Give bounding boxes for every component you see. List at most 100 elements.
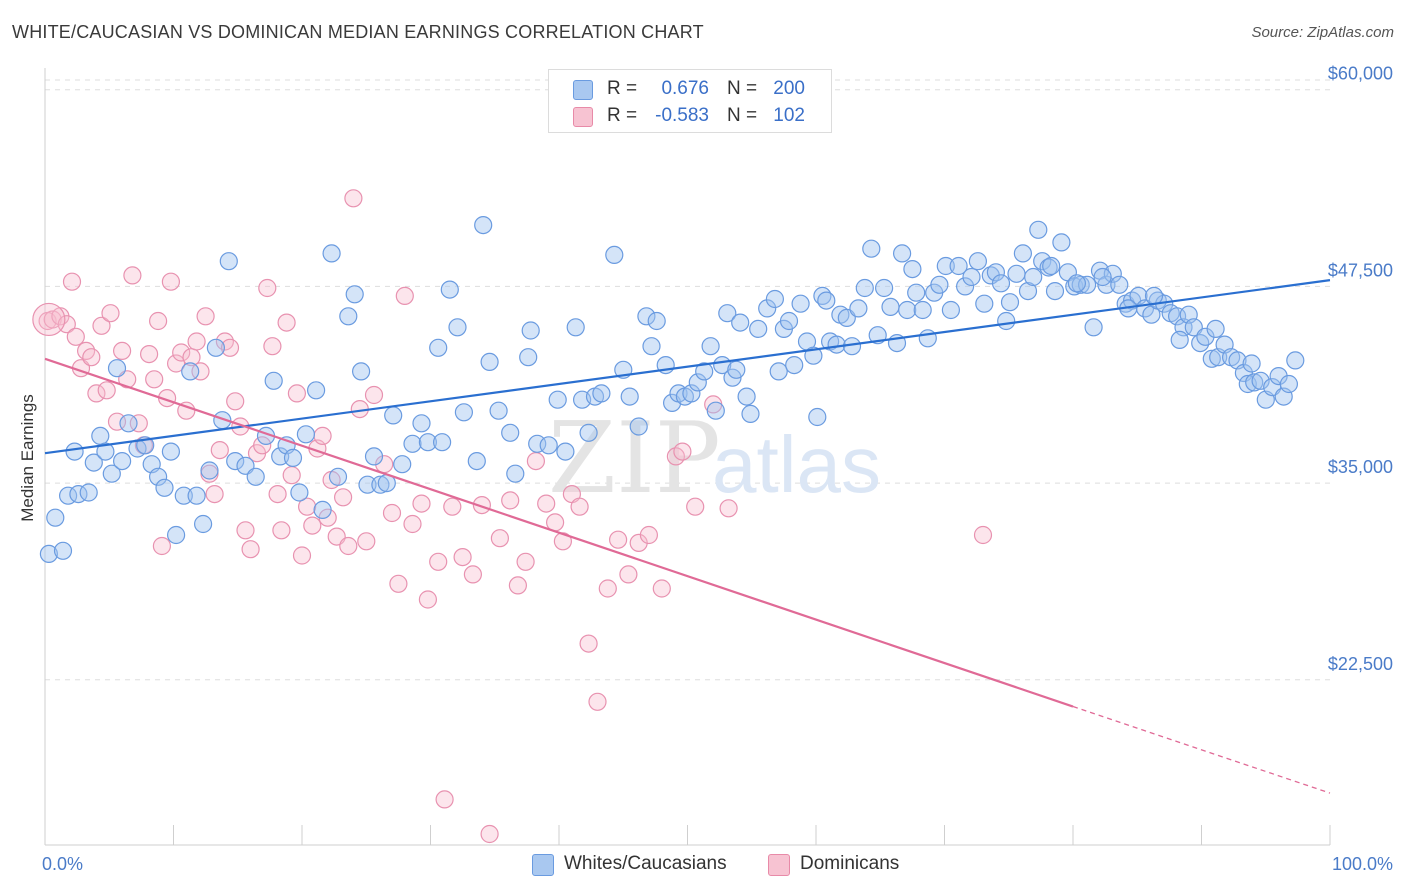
dominican-point: [480, 824, 499, 844]
dominican-point: [652, 579, 671, 598]
dominican-point: [334, 488, 353, 507]
series-legend: Whites/Caucasians Dominicans: [0, 852, 1406, 878]
dominican-point: [236, 521, 255, 540]
white-point: [785, 356, 804, 375]
dominican-point: [167, 354, 186, 373]
dominican-point: [253, 436, 272, 455]
dominican-point: [588, 692, 607, 711]
white-point: [765, 289, 785, 309]
white-point: [566, 318, 585, 337]
white-point: [1167, 307, 1187, 326]
white-point: [1093, 267, 1112, 287]
dominican-point: [298, 497, 317, 516]
white-point: [296, 425, 315, 444]
white-point: [991, 274, 1011, 293]
y-tick-label: $22,500: [1328, 654, 1393, 674]
white-point: [84, 453, 103, 472]
dominican-point: [107, 412, 127, 431]
white-point: [519, 348, 538, 367]
dominican-point: [639, 525, 659, 545]
white-point: [808, 407, 827, 427]
dominican-point: [140, 345, 159, 364]
dominican-point: [205, 485, 224, 504]
dominican-point: [87, 384, 106, 403]
dominican-point: [553, 532, 573, 551]
dominican-point: [412, 494, 431, 513]
dominican-point: [177, 401, 196, 420]
dominican-point: [210, 441, 229, 460]
white-point: [1029, 220, 1048, 239]
white-point: [102, 464, 121, 483]
white-point: [1000, 293, 1020, 312]
dominican-point: [418, 590, 437, 609]
white-point: [181, 362, 200, 381]
white-point: [855, 278, 874, 298]
white-point: [418, 433, 437, 452]
dominican-point: [526, 452, 546, 471]
legend-swatch-blue: [573, 80, 593, 100]
white-point: [96, 442, 115, 461]
y-tick-label: $47,500: [1328, 260, 1393, 280]
white-point: [1013, 244, 1033, 263]
y-tick-label: $60,000: [1328, 64, 1393, 84]
dominican-point: [673, 442, 692, 461]
source-label: Source: ZipAtlas.com: [1251, 24, 1394, 41]
white-point: [682, 384, 701, 403]
dominican-point: [490, 529, 509, 548]
white-point: [39, 544, 59, 564]
legend-n-value: 200: [773, 78, 805, 99]
white-point: [642, 337, 661, 356]
dominican-point: [344, 189, 363, 208]
white-point: [1144, 286, 1164, 305]
dominican-point: [570, 497, 589, 516]
legend-swatch-pink: [573, 107, 593, 127]
white-point: [817, 291, 836, 310]
gridlines: [45, 79, 1330, 681]
white-point: [429, 338, 448, 357]
dominican-point: [277, 313, 296, 332]
white-point: [637, 307, 656, 326]
white-point: [605, 245, 624, 264]
white-point: [779, 311, 799, 331]
dominican-point: [62, 272, 82, 291]
white-point: [1042, 256, 1061, 276]
white-point: [226, 452, 245, 471]
white-point: [65, 442, 84, 461]
dominican-point: [463, 565, 482, 584]
white-point: [307, 381, 326, 400]
white-point: [907, 283, 926, 302]
white-point: [339, 307, 358, 326]
white-point: [384, 406, 403, 425]
white-point: [913, 300, 932, 320]
white-point: [1007, 264, 1026, 283]
trend-lines: [44, 279, 1331, 794]
dominican-point: [973, 525, 993, 545]
white-point: [528, 434, 547, 453]
x-tick-label-min: 0.0%: [42, 854, 83, 874]
white-point: [219, 252, 238, 271]
chart-title: WHITE/CAUCASIAN VS DOMINICAN MEDIAN EARN…: [12, 22, 704, 42]
white-point: [968, 252, 988, 271]
white-point: [403, 434, 422, 453]
dominican-point: [537, 494, 556, 513]
white-point: [364, 447, 384, 466]
legend-swatch-blue: [532, 854, 554, 876]
white-point: [187, 486, 206, 505]
dominican-point: [608, 530, 628, 549]
white-point: [161, 442, 180, 461]
white-point: [688, 373, 707, 392]
dominican-point: [364, 385, 384, 405]
dominican-point: [686, 497, 705, 516]
white-point: [200, 461, 219, 480]
white-point: [46, 508, 65, 527]
white-point: [936, 256, 955, 276]
white-point: [548, 390, 567, 409]
white-point: [322, 244, 341, 263]
white-point: [706, 401, 725, 420]
white-point: [718, 304, 737, 323]
white-point: [930, 275, 949, 294]
legend-swatch-pink: [768, 854, 790, 876]
white-point: [1103, 264, 1122, 283]
white-point: [506, 464, 525, 483]
legend-row-dominicans: R = -0.583 N = 102: [549, 103, 831, 131]
